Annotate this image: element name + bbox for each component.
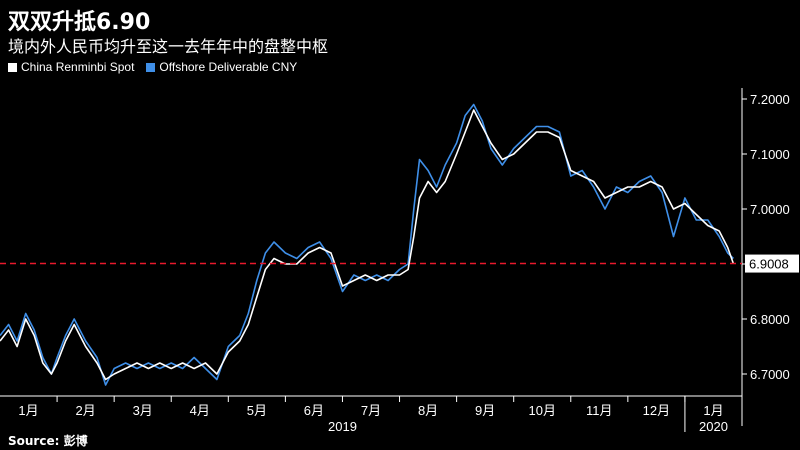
x-tick-label: 6月 bbox=[304, 403, 324, 418]
legend: China Renminbi Spot Offshore Deliverable… bbox=[8, 60, 297, 74]
x-tick-label: 11月 bbox=[586, 403, 613, 418]
series-lines bbox=[0, 103, 735, 386]
y-tick-label: 6.7000 bbox=[750, 367, 790, 382]
chart-subtitle: 境内外人民币均升至这一去年年中的盘整中枢 bbox=[8, 37, 329, 56]
x-tick-label: 9月 bbox=[475, 403, 495, 418]
legend-item-offshore: Offshore Deliverable CNY bbox=[146, 60, 297, 74]
x-tick-label: 1月 bbox=[703, 403, 723, 418]
reference-badge bbox=[745, 254, 799, 273]
x-tick-label: 5月 bbox=[247, 403, 267, 418]
reference-line-group: 6.9008 bbox=[0, 254, 799, 273]
x-tick-label: 2月 bbox=[75, 403, 95, 418]
source-note: Source: 彭博 bbox=[8, 434, 88, 448]
legend-label-spot: China Renminbi Spot bbox=[21, 60, 135, 74]
x-tick-label: 8月 bbox=[418, 403, 438, 418]
x-tick-label: 4月 bbox=[190, 403, 210, 418]
x-tick-label: 1月 bbox=[18, 403, 38, 418]
y-tick-label: 7.0000 bbox=[750, 202, 790, 217]
series-line-offshore bbox=[0, 103, 734, 386]
chart-title: 双双升抵6.90 bbox=[8, 10, 151, 35]
x-tick-label: 7月 bbox=[361, 403, 381, 418]
reference-badge-label: 6.9008 bbox=[749, 257, 789, 272]
x-tick-label: 10月 bbox=[528, 403, 555, 418]
legend-item-spot: China Renminbi Spot bbox=[8, 60, 134, 74]
legend-label-offshore: Offshore Deliverable CNY bbox=[159, 60, 298, 74]
year-label: 2019 bbox=[328, 419, 357, 434]
y-tick-label: 7.1000 bbox=[750, 147, 790, 162]
legend-swatch-offshore bbox=[146, 62, 156, 72]
y-tick-label: 6.8000 bbox=[750, 312, 790, 327]
series-line-spot bbox=[0, 109, 735, 381]
legend-swatch-spot bbox=[8, 62, 17, 72]
year-label: 2020 bbox=[699, 419, 728, 434]
axes: 7.20007.10007.00006.90006.80006.70001月2月… bbox=[0, 88, 790, 434]
x-tick-label: 12月 bbox=[643, 403, 670, 418]
y-tick-label: 7.2000 bbox=[750, 92, 790, 107]
x-tick-label: 3月 bbox=[133, 403, 153, 418]
